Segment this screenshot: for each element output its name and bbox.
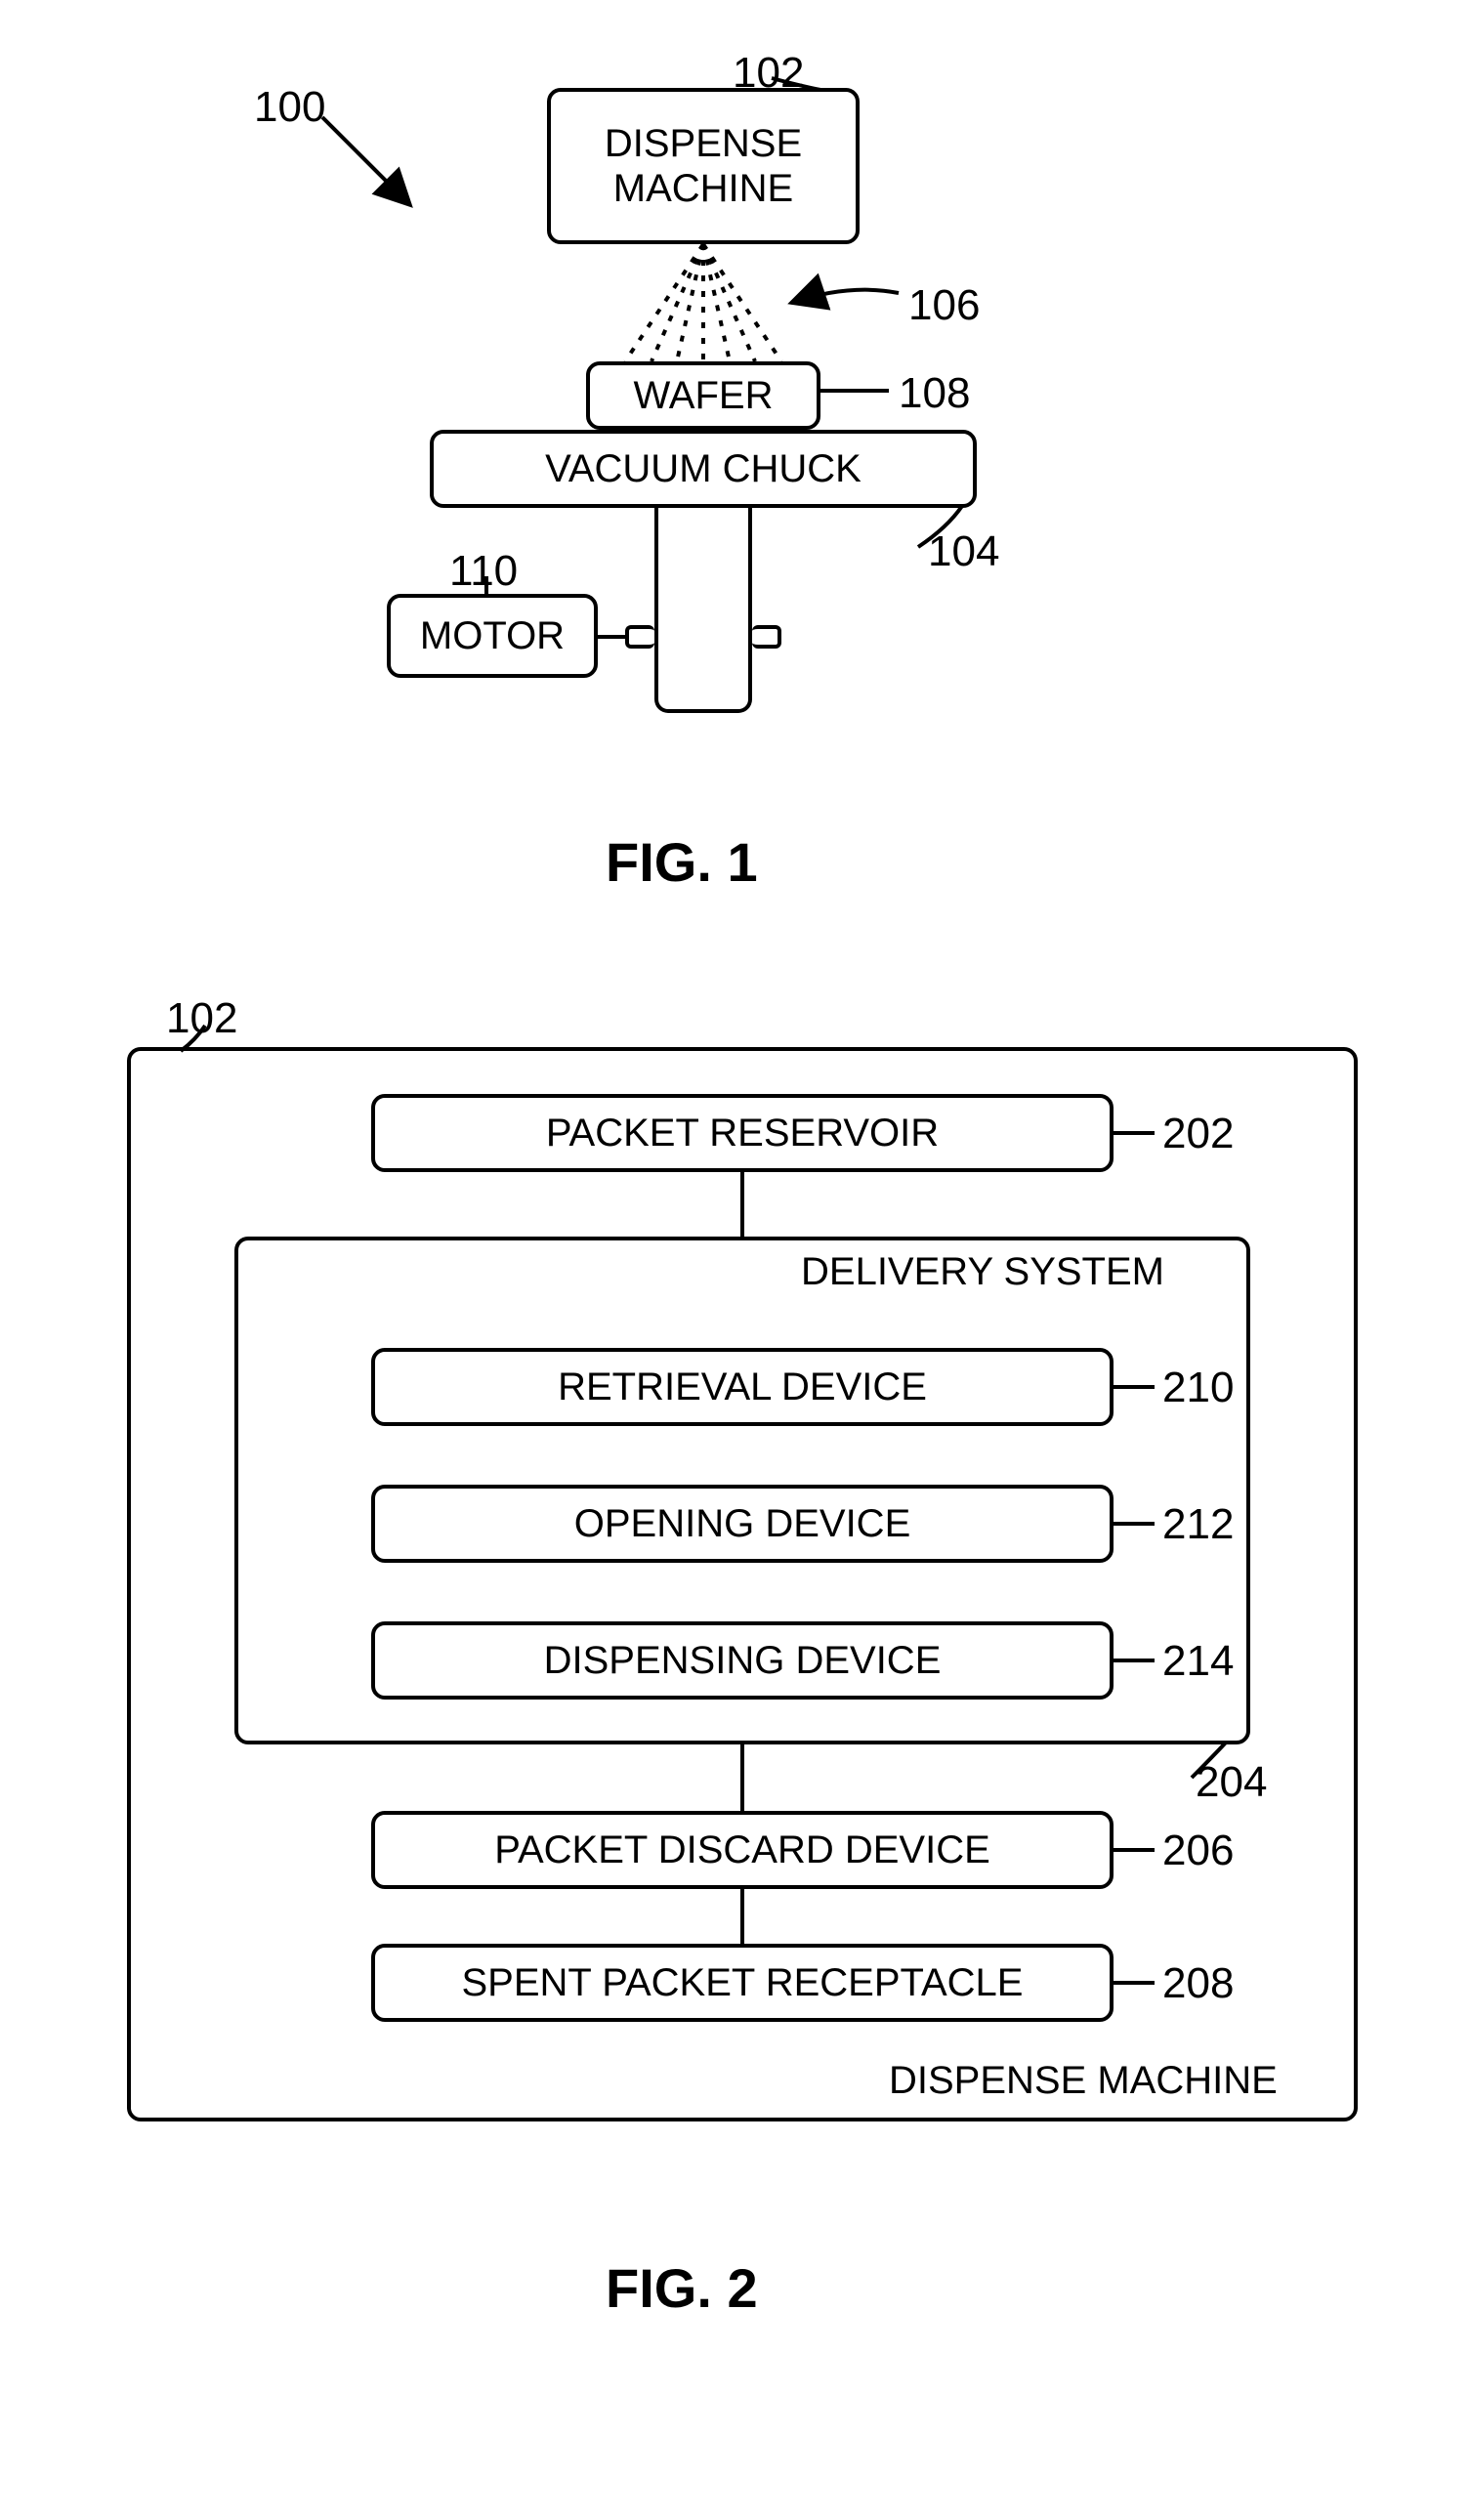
fig1-arrow-100 (322, 117, 410, 205)
fig2-ref-202: 202 (1162, 1110, 1234, 1158)
fig2-ref-102: 102 (166, 994, 237, 1043)
fig2-ref-206: 206 (1162, 1827, 1234, 1875)
fig2-retrieval-text: RETRIEVAL DEVICE (558, 1365, 927, 1409)
fig2-opening: OPENING DEVICE (371, 1485, 1114, 1563)
fig2-dispensing-text: DISPENSING DEVICE (544, 1638, 942, 1683)
fig1-wafer: WAFER (586, 361, 820, 430)
fig1-spray (625, 244, 781, 361)
fig2-discard-text: PACKET DISCARD DEVICE (494, 1827, 990, 1872)
fig1-ref-110: 110 (449, 547, 518, 596)
fig2-ref-208: 208 (1162, 1959, 1234, 2008)
fig2-ref-210: 210 (1162, 1364, 1234, 1412)
fig1-vacuum-chuck: VACUUM CHUCK (430, 430, 977, 508)
fig2-ref-212: 212 (1162, 1500, 1234, 1549)
fig2-reservoir: PACKET RESERVOIR (371, 1094, 1114, 1172)
fig1-ref-100: 100 (254, 83, 325, 132)
fig1-ref-102: 102 (733, 49, 804, 98)
fig1-ref-108: 108 (899, 369, 970, 418)
fig2-ref-214: 214 (1162, 1637, 1234, 1686)
fig2-receptacle: SPENT PACKET RECEPTACLE (371, 1944, 1114, 2022)
page: DISPENSE MACHINE WAFER VACUUM CHUCK MOTO… (0, 0, 1471, 2520)
fig1-dispense-machine: DISPENSE MACHINE (547, 88, 860, 244)
fig2-ref-204: 204 (1196, 1758, 1267, 1807)
fig2-outer-label: DISPENSE MACHINE (889, 2059, 1278, 2103)
fig1-dispense-text: DISPENSE MACHINE (605, 121, 802, 211)
fig1-motor: MOTOR (387, 594, 598, 678)
fig2-receptacle-text: SPENT PACKET RECEPTACLE (462, 1960, 1024, 2005)
fig1-wafer-text: WAFER (634, 373, 774, 418)
fig1-arrow-106 (791, 290, 899, 303)
fig1-caption: FIG. 1 (606, 830, 758, 894)
fig1-axle-right (752, 625, 781, 649)
fig2-retrieval: RETRIEVAL DEVICE (371, 1348, 1114, 1426)
fig1-ref-104: 104 (928, 527, 999, 576)
fig2-opening-text: OPENING DEVICE (574, 1501, 911, 1546)
fig2-dispensing: DISPENSING DEVICE (371, 1621, 1114, 1700)
fig2-discard: PACKET DISCARD DEVICE (371, 1811, 1114, 1889)
fig1-shaft (654, 508, 752, 713)
fig2-delivery-label: DELIVERY SYSTEM (801, 1250, 1164, 1294)
fig1-ref-106: 106 (908, 281, 980, 330)
fig2-caption: FIG. 2 (606, 2256, 758, 2320)
fig1-chuck-text: VACUUM CHUCK (545, 446, 862, 491)
fig2-reservoir-text: PACKET RESERVOIR (546, 1111, 939, 1155)
fig1-motor-text: MOTOR (420, 613, 565, 658)
fig1-axle-left (625, 625, 654, 649)
